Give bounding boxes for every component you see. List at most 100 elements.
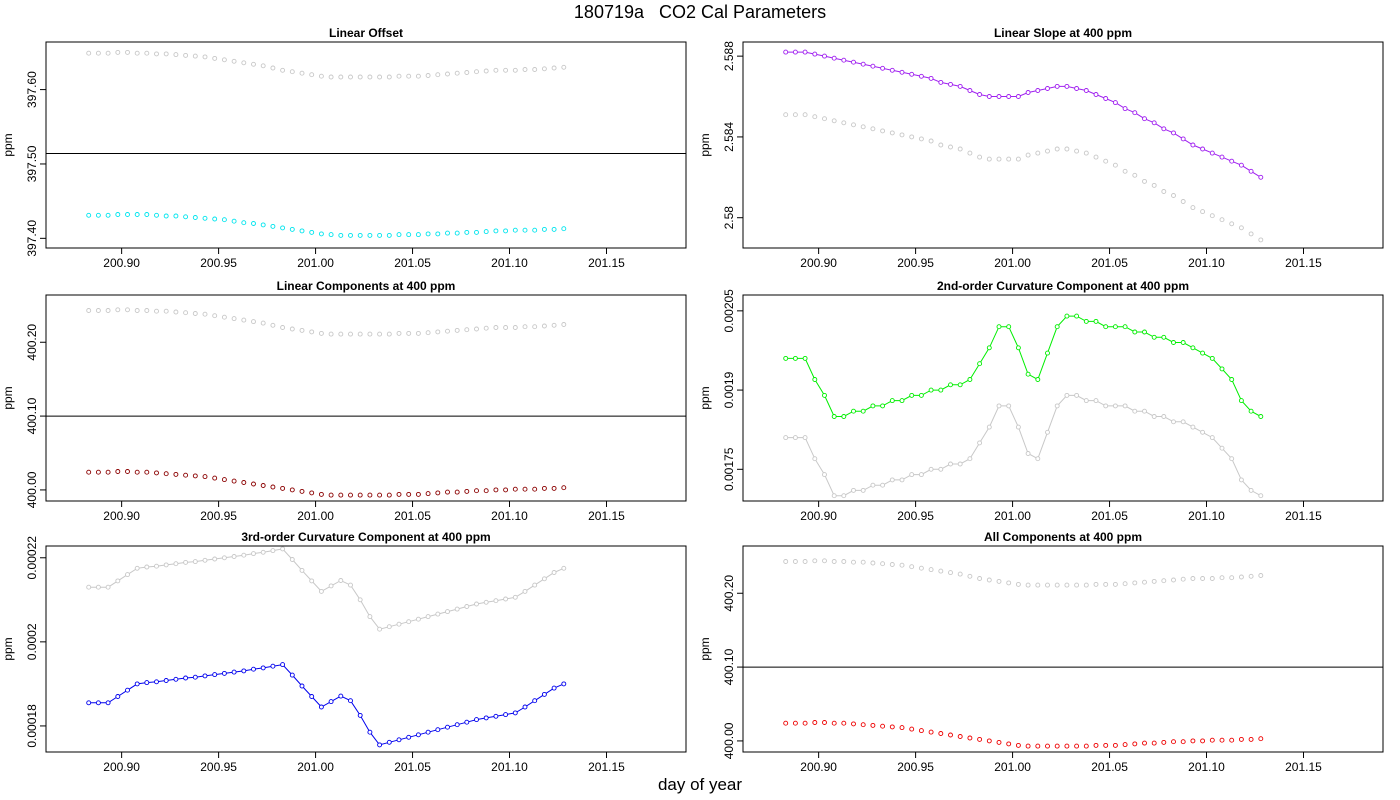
data-point [851,408,856,414]
data-point [192,674,198,680]
data-point [163,51,169,57]
data-point [1093,398,1099,404]
data-point [1103,403,1109,409]
data-point [1200,146,1206,152]
data-point [1200,576,1206,581]
data-point [532,698,538,704]
data-point [1025,90,1031,95]
data-point [986,577,992,583]
data-point [318,330,324,336]
data-point [221,477,227,483]
data-point [1093,581,1099,587]
data-point [483,599,489,605]
data-point [474,601,479,607]
data-point [938,142,944,148]
data-point [241,668,247,674]
data-point [783,435,789,441]
plot-frame [742,545,1384,753]
data-point [1015,581,1021,587]
data-point [251,319,256,325]
y-tick-label: 400.00 [722,722,736,759]
data-point [318,231,324,237]
data-point [1190,576,1196,581]
data-point [532,227,538,233]
data-point [212,475,218,481]
data-point [532,486,538,492]
data-point [957,382,963,388]
data-point [783,720,789,726]
data-point [512,486,518,492]
data-point [202,311,208,317]
data-point [125,307,130,313]
data-point [918,565,924,571]
data-point [841,414,847,419]
data-point [125,687,130,693]
y-tick-label: 0.00205 [722,289,736,333]
data-point [1045,86,1050,91]
data-point [1200,429,1206,435]
data-point [406,232,412,238]
data-point [299,70,305,76]
data-point [134,565,140,571]
data-point [231,669,237,675]
data-point [1180,136,1186,142]
data-point [967,456,973,462]
data-point [474,717,479,723]
data-point [851,559,856,565]
data-point [1054,83,1060,89]
y-tick-label: 0.00018 [25,704,39,748]
data-point [1074,392,1080,398]
data-point [231,218,237,224]
data-point [154,308,159,314]
series-line [785,394,1262,497]
data-point [270,548,276,554]
data-point [1093,742,1099,748]
data-point [357,331,363,337]
data-point [503,596,509,602]
data-point [241,480,247,485]
data-point [938,79,944,85]
data-point [1015,424,1021,430]
data-point [889,562,895,567]
data-point [299,228,305,234]
data-point [899,562,905,568]
data-point [1180,340,1186,345]
data-point [464,719,470,725]
data-point [1190,345,1196,351]
data-point [1248,736,1254,742]
data-point [1015,94,1021,99]
data-point [1064,146,1070,152]
data-point [812,114,818,120]
x-tick-label: 201.15 [588,760,625,774]
data-point [986,94,992,99]
data-point [928,387,934,393]
data-point [173,561,179,567]
data-point [202,215,208,221]
data-point [464,327,470,333]
data-point [1171,419,1176,425]
data-point [328,74,334,80]
data-point [1083,398,1089,404]
data-point [173,471,179,477]
data-point [1045,148,1050,154]
data-point [1238,574,1244,580]
data-point [299,683,305,689]
data-point [1200,738,1206,744]
data-point [977,92,983,97]
data-point [435,329,441,335]
data-point [231,478,237,484]
data-point [231,316,237,322]
data-point [173,676,179,682]
data-point [551,322,557,328]
data-point [95,308,101,313]
data-point [183,214,189,220]
data-point [831,559,837,564]
data-point [348,331,353,337]
y-tick-label: 2.58 [722,206,736,230]
data-point [95,584,101,590]
data-point [1083,318,1089,324]
data-point [1171,739,1176,745]
data-point [221,57,227,63]
x-tick-label: 200.95 [200,760,237,774]
data-point [493,598,499,604]
